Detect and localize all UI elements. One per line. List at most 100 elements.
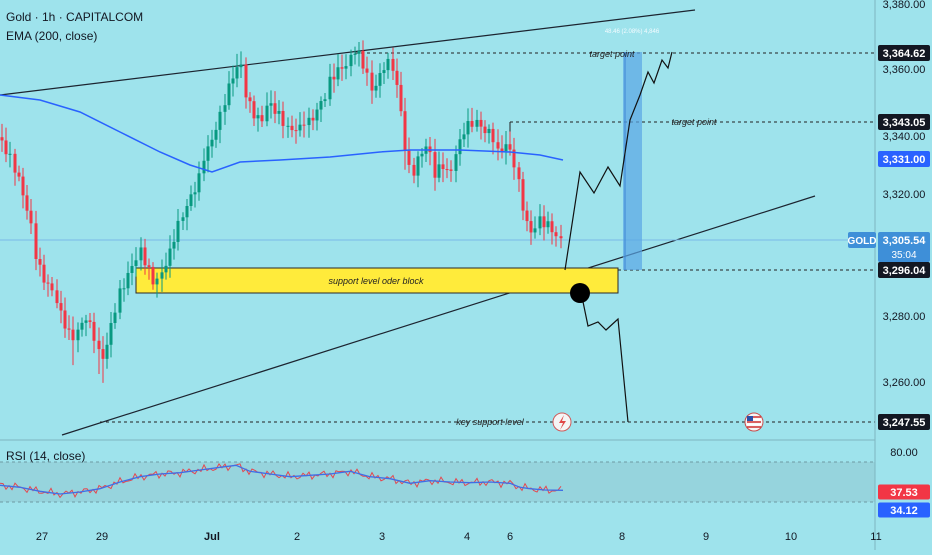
candle xyxy=(248,92,252,113)
candle-body xyxy=(193,192,197,195)
key-support-label: key support level xyxy=(456,417,525,427)
candle xyxy=(109,312,113,358)
candle-body xyxy=(491,128,495,143)
candle-body xyxy=(80,322,84,330)
candle-body xyxy=(445,169,449,171)
key-support-badge-bg xyxy=(878,414,930,430)
candle-body xyxy=(134,260,138,266)
candle-body xyxy=(546,221,550,228)
candle xyxy=(122,278,126,302)
price-tick: 3,380.00 xyxy=(883,0,926,11)
candle xyxy=(395,58,399,98)
rsi-band xyxy=(0,462,875,502)
flag-canton xyxy=(747,416,753,421)
candle xyxy=(202,148,206,182)
candle xyxy=(143,238,147,275)
candle xyxy=(357,41,361,67)
candle-body xyxy=(181,217,185,221)
candle xyxy=(0,123,4,152)
breakout-marker xyxy=(570,283,590,303)
candle xyxy=(244,57,248,109)
support-badge-text: 3,296.04 xyxy=(883,265,927,277)
candle xyxy=(412,157,416,184)
candle-body xyxy=(29,210,33,224)
target-high-badge-bg xyxy=(878,45,930,61)
candle-body xyxy=(21,176,25,196)
candle xyxy=(546,211,550,234)
candle xyxy=(256,107,260,132)
candle xyxy=(378,63,382,98)
candle-body xyxy=(113,312,117,324)
candle-body xyxy=(13,153,17,173)
candle xyxy=(475,109,479,132)
candle-body xyxy=(176,220,180,242)
candle xyxy=(71,316,75,366)
candle-body xyxy=(525,210,529,222)
candle-body xyxy=(63,310,67,329)
candle xyxy=(210,129,214,158)
candle-body xyxy=(403,111,407,151)
candle xyxy=(466,108,470,148)
candle xyxy=(462,122,466,148)
candle xyxy=(235,53,239,88)
candle xyxy=(206,135,210,173)
candle-body xyxy=(235,67,239,79)
candle-body xyxy=(231,78,235,84)
candle xyxy=(260,105,264,127)
rsi-ma-badge-text: 34.12 xyxy=(890,505,918,517)
candle-body xyxy=(122,288,126,290)
candle-body xyxy=(185,205,189,218)
candle-body xyxy=(462,134,466,140)
candle-body xyxy=(378,73,382,86)
candle xyxy=(25,184,29,220)
candle xyxy=(29,198,33,235)
candle-body xyxy=(4,140,8,155)
candle-body xyxy=(97,340,101,350)
target-mid-badge-text: 3,343.05 xyxy=(883,117,926,129)
candle-body xyxy=(550,221,554,233)
candle-body xyxy=(252,101,256,119)
target-high-badge: 3,364.62 xyxy=(878,45,930,61)
key-support-badge-text: 3,247.55 xyxy=(883,417,926,429)
time-tick: 3 xyxy=(379,531,385,543)
candle-body xyxy=(17,172,21,177)
candle xyxy=(147,258,151,280)
candle-body xyxy=(542,216,546,228)
candle-body xyxy=(336,67,340,80)
candle-body xyxy=(399,84,403,112)
candle xyxy=(517,162,521,192)
candle xyxy=(277,100,281,125)
candle xyxy=(365,56,369,86)
measure-box xyxy=(623,52,642,270)
ema-line xyxy=(0,94,564,173)
time-tick: 29 xyxy=(96,531,108,543)
rsi-value-badge-bg xyxy=(878,484,930,500)
rsi-ma-badge-bg xyxy=(878,502,930,518)
candle-body xyxy=(407,150,411,165)
time-tick: 9 xyxy=(703,531,709,543)
candle xyxy=(76,322,80,353)
candle xyxy=(403,97,407,170)
candle-body xyxy=(412,164,416,176)
candle xyxy=(239,51,243,78)
candle-body xyxy=(391,58,395,71)
candle xyxy=(386,52,390,79)
rsi-tick: 80.00 xyxy=(890,447,918,459)
candle xyxy=(483,120,487,143)
candle xyxy=(298,112,302,137)
candle-body xyxy=(206,146,210,161)
candle xyxy=(391,47,395,81)
candle xyxy=(67,315,71,340)
candle-body xyxy=(218,111,222,130)
candle xyxy=(252,95,256,126)
candle xyxy=(496,129,500,161)
candle xyxy=(491,122,495,155)
candle xyxy=(550,213,554,245)
candle xyxy=(529,210,533,245)
candle-body xyxy=(302,124,306,126)
candle xyxy=(538,204,542,236)
candle-body xyxy=(286,125,290,127)
candle xyxy=(328,63,332,106)
